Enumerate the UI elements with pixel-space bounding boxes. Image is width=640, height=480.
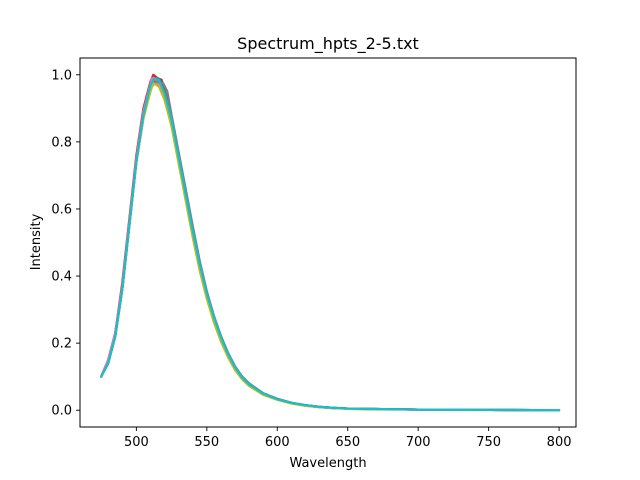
y-tick-label: 0.8	[51, 135, 72, 150]
y-tick-label: 1.0	[51, 68, 72, 83]
x-tick-label: 800	[547, 435, 572, 450]
series-layer	[100, 73, 561, 412]
y-axis-label: Intensity	[29, 213, 44, 270]
x-tick-label: 650	[335, 435, 360, 450]
y-tick-label: 0.0	[51, 404, 72, 419]
x-tick-label: 550	[194, 435, 219, 450]
y-tick-label: 0.4	[51, 270, 72, 285]
chart-title: Spectrum_hpts_2-5.txt	[237, 34, 419, 54]
y-tick-label: 0.2	[51, 337, 72, 352]
y-tick-label: 0.6	[51, 202, 72, 217]
spectrum-series-10	[100, 77, 561, 412]
x-tick-label: 750	[476, 435, 501, 450]
plot-frame	[79, 57, 577, 428]
x-tick-label: 600	[265, 435, 290, 450]
x-tick-label: 700	[406, 435, 431, 450]
axes-layer: 500 550 600 650 700 750 800 0.0 0.2 0.4 0.6 0.8 1.0	[51, 68, 571, 450]
x-axis-label: Wavelength	[289, 456, 366, 471]
x-tick-label: 500	[124, 435, 149, 450]
plot-area	[80, 58, 576, 427]
